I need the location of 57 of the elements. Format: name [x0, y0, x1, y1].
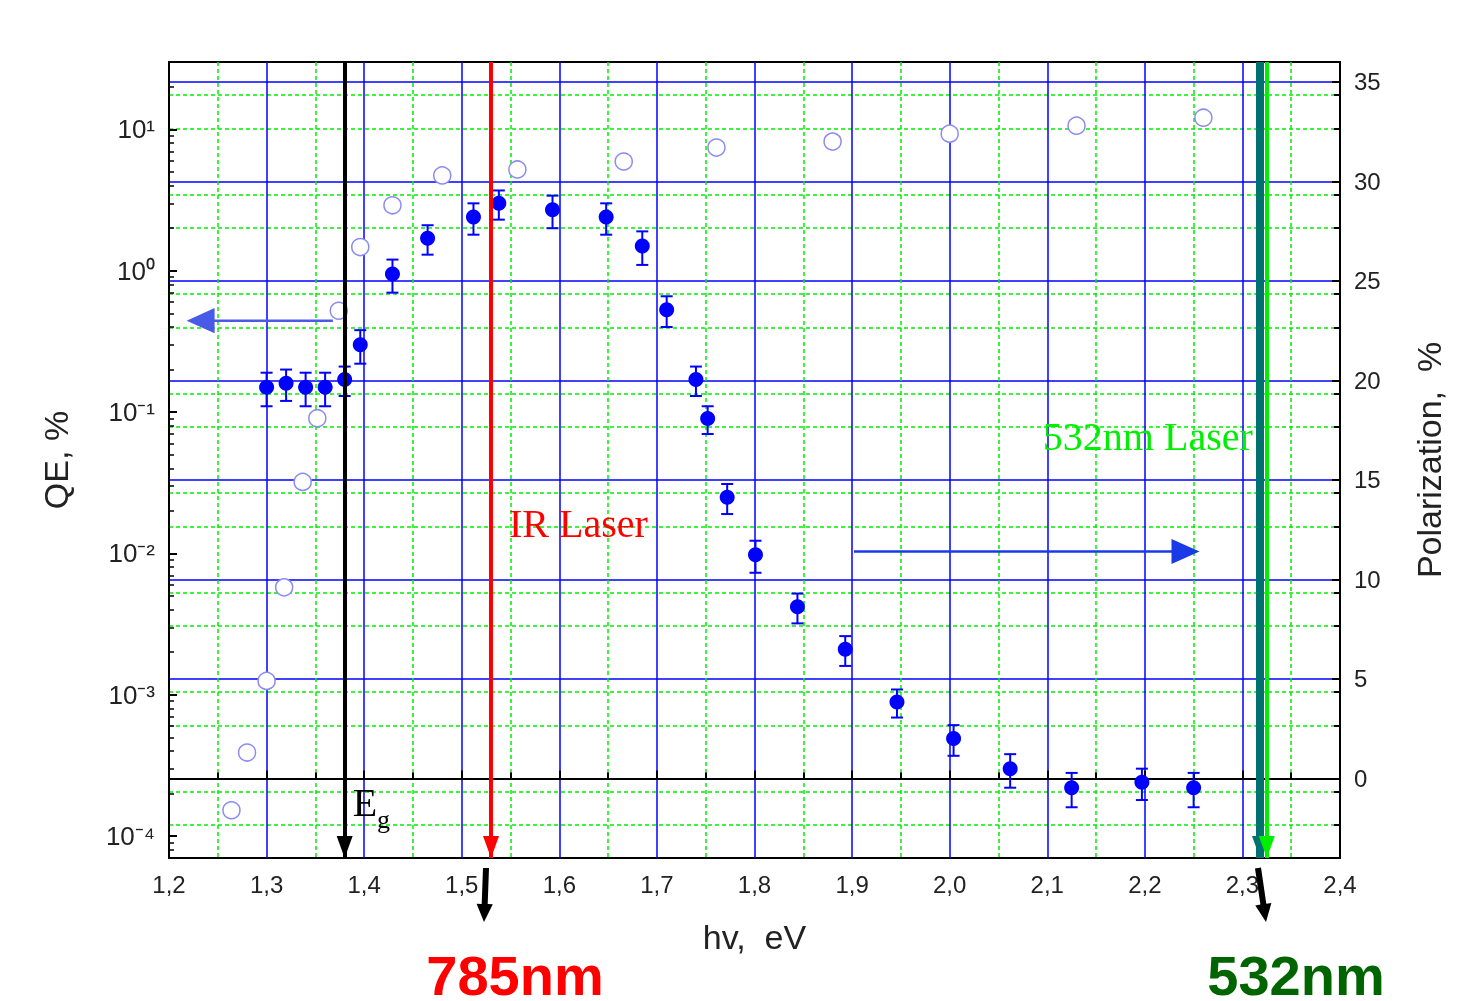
point — [465, 209, 481, 225]
x-tick-label: 1,6 — [542, 870, 577, 898]
y2-tick-label: 15 — [1354, 466, 1381, 494]
point — [259, 379, 275, 395]
y2-tick-label: 20 — [1354, 366, 1381, 394]
point — [317, 379, 333, 395]
point — [384, 266, 400, 282]
point — [700, 411, 716, 427]
x-tick-label: 2,0 — [932, 870, 967, 898]
point — [420, 230, 436, 246]
y-tick-label: 10⁰ — [117, 255, 155, 286]
y-axis-title: QE, % — [37, 410, 75, 510]
point — [889, 694, 905, 710]
x-tick-label: 1,8 — [737, 870, 772, 898]
point — [747, 547, 763, 563]
x-tick-label: 2,1 — [1030, 870, 1064, 898]
point — [278, 375, 294, 391]
y-tick-label: 10⁻⁴ — [105, 821, 155, 852]
text: 785nm — [426, 943, 604, 1001]
point — [634, 238, 650, 254]
y2-tick-label: 25 — [1354, 267, 1381, 295]
x-tick-label: 2,4 — [1323, 870, 1357, 898]
point — [837, 641, 853, 657]
point — [352, 337, 368, 353]
point — [1064, 780, 1080, 796]
text: 532nm — [1207, 943, 1385, 1001]
point — [1186, 780, 1202, 796]
x-tick-label: 1,3 — [249, 870, 284, 898]
y2-tick-label: 5 — [1354, 665, 1368, 693]
y-tick-label: 10⁻² — [108, 538, 156, 569]
point — [298, 379, 314, 395]
x-tick-label: 1,7 — [640, 870, 674, 898]
x-tick-label: 1,9 — [835, 870, 869, 898]
point — [1002, 761, 1018, 777]
x-axis-title: hv, eV — [702, 918, 807, 956]
point — [545, 202, 560, 218]
y2-tick-label: 0 — [1354, 764, 1368, 792]
point — [491, 195, 507, 211]
point — [1134, 774, 1150, 790]
x-tick-label: 2,3 — [1225, 870, 1260, 898]
point — [688, 372, 704, 388]
y2-tick-label: 35 — [1354, 68, 1381, 96]
y2-tick-label: 30 — [1354, 167, 1381, 195]
x-tick-label: 1,5 — [445, 870, 479, 898]
y-tick-label: 10⁻³ — [108, 679, 156, 710]
y2-axis-title: Polarization, % — [1410, 341, 1448, 579]
point — [598, 209, 614, 225]
y-tick-label: 10¹ — [117, 114, 156, 145]
x-tick-label: 1,4 — [347, 870, 381, 898]
point — [659, 302, 675, 318]
x-tick-label: 2,2 — [1128, 870, 1162, 898]
point — [789, 599, 805, 615]
x-tick-label: 1,2 — [152, 870, 186, 898]
y2-tick-label: 10 — [1354, 565, 1381, 593]
point — [719, 489, 735, 505]
point — [946, 731, 962, 747]
y-tick-label: 10⁻¹ — [108, 397, 156, 428]
